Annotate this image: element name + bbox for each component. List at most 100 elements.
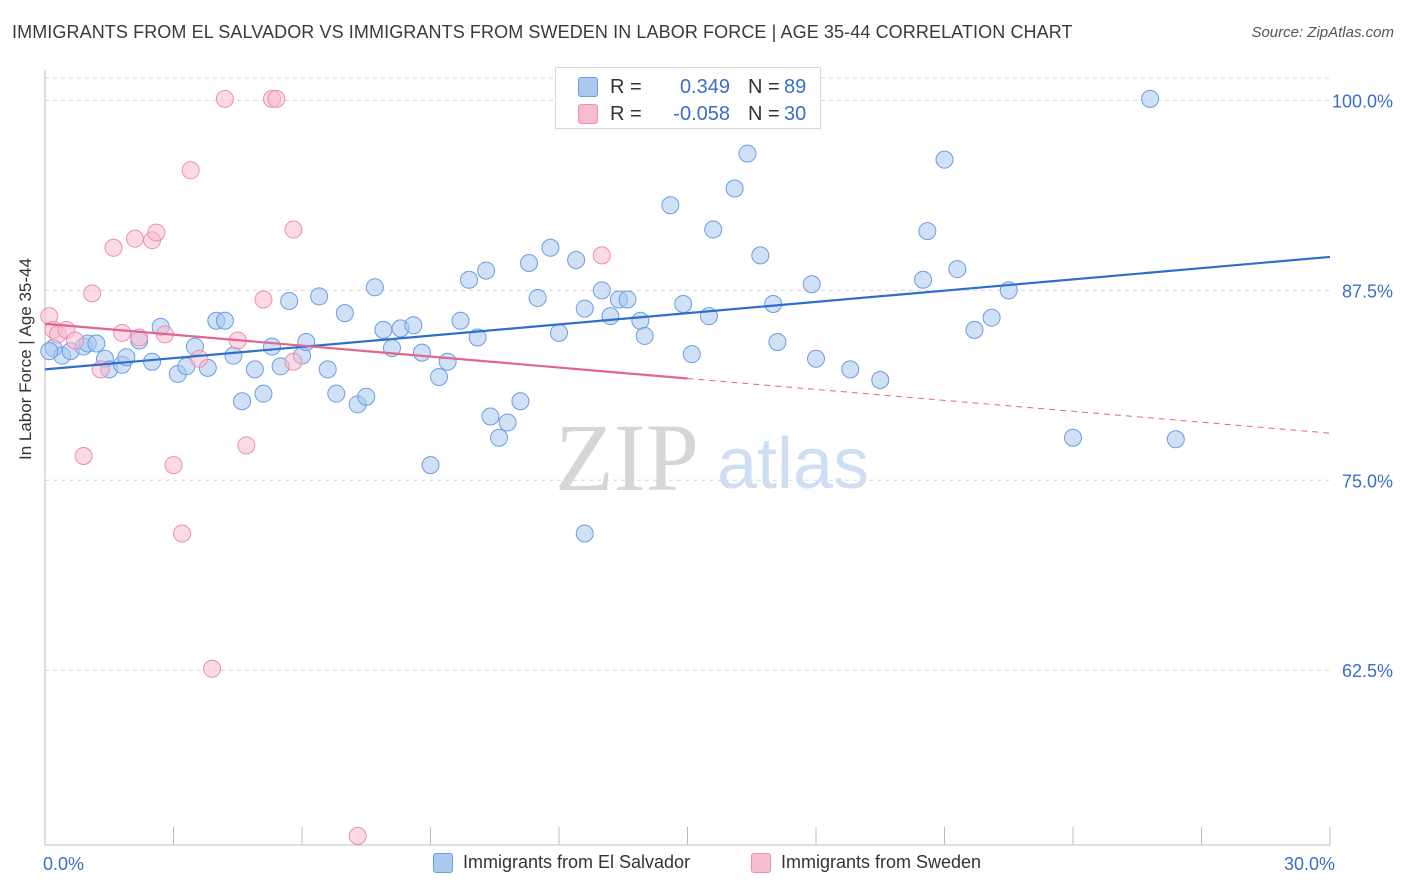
y-tick-label: 62.5% [1342, 661, 1393, 681]
point-sweden [173, 524, 192, 543]
point-el-salvador [601, 307, 620, 326]
series-legend-sweden: Immigrants from Sweden [751, 852, 981, 873]
point-el-salvador [374, 320, 393, 339]
point-el-salvador [725, 179, 744, 198]
point-sweden [104, 238, 123, 257]
point-el-salvador [143, 352, 162, 371]
point-el-salvador [233, 392, 252, 411]
point-el-salvador [263, 337, 282, 356]
legend-n-value: 30 [784, 102, 807, 125]
legend-swatch-pink [578, 104, 598, 124]
watermark-zip: ZIP [555, 404, 699, 511]
point-el-salvador [490, 428, 509, 447]
point-sweden [592, 246, 611, 265]
point-el-salvador [215, 311, 234, 330]
point-el-salvador [1064, 428, 1082, 447]
series-name-el-salvador: Immigrants from El Salvador [463, 852, 691, 872]
tick-labels: 62.5% 75.0% 87.5% 100.0% 0.0% 30.0% [43, 91, 1393, 874]
point-el-salvador [224, 346, 243, 365]
point-el-salvador [430, 367, 449, 386]
trend-lines [44, 255, 1331, 434]
point-el-salvador [935, 150, 954, 169]
series-swatch-blue [433, 852, 453, 873]
series-name-sweden: Immigrants from Sweden [781, 852, 982, 872]
point-el-salvador [802, 275, 821, 294]
series-swatch-pink [751, 852, 771, 873]
point-sweden [181, 161, 200, 180]
point-el-salvador [318, 360, 337, 379]
point-el-salvador [481, 407, 500, 426]
point-el-salvador [914, 270, 933, 289]
point-el-salvador [592, 281, 611, 300]
point-el-salvador [871, 371, 890, 389]
point-el-salvador [618, 290, 637, 309]
point-el-salvador [982, 308, 1001, 327]
point-el-salvador [768, 333, 787, 352]
point-el-salvador [460, 270, 479, 289]
point-sweden [164, 456, 183, 475]
legend-n-label: N = [748, 102, 780, 125]
point-el-salvador [498, 413, 517, 432]
point-sweden [190, 349, 209, 368]
point-el-salvador [421, 456, 440, 475]
point-el-salvador [520, 253, 539, 272]
point-el-salvador [575, 524, 594, 543]
point-el-salvador [635, 326, 654, 345]
point-el-salvador [451, 311, 470, 330]
grid-lines [45, 77, 1330, 671]
point-el-salvador [567, 250, 586, 269]
point-el-salvador [841, 360, 860, 379]
point-el-salvador [310, 287, 329, 306]
point-el-salvador [948, 260, 967, 279]
point-el-salvador [327, 384, 346, 403]
point-el-salvador [412, 343, 431, 362]
source-credit: Source: ZipAtlas.com [1251, 24, 1394, 41]
legend-n-value: 89 [784, 75, 807, 98]
legend-n-label: N = [748, 75, 780, 98]
legend-row-sweden: R = -0.058 N = 30 [578, 102, 806, 126]
point-sweden [113, 323, 132, 342]
point-el-salvador [468, 328, 487, 347]
chart-title: IMMIGRANTS FROM EL SALVADOR VS IMMIGRANT… [12, 22, 1073, 42]
trend-line-sweden [44, 322, 688, 380]
point-el-salvador [254, 384, 273, 403]
point-el-salvador [661, 196, 680, 215]
point-sweden [215, 89, 234, 108]
x-tick-label: 0.0% [43, 854, 84, 874]
y-tick-label: 100.0% [1332, 91, 1393, 111]
legend-r-value: 0.349 [679, 75, 730, 98]
point-sweden [237, 436, 256, 455]
point-el-salvador [357, 387, 376, 406]
point-el-salvador [738, 144, 757, 163]
point-sweden [267, 89, 286, 108]
watermark-atlas: atlas [717, 424, 869, 504]
point-sweden [83, 284, 102, 303]
point-sweden [74, 446, 93, 465]
point-el-salvador [1141, 89, 1160, 108]
point-sweden [254, 290, 273, 309]
point-el-salvador [365, 278, 384, 297]
point-el-salvador [807, 349, 825, 368]
y-tick-label: 75.0% [1342, 471, 1393, 491]
point-el-salvador [918, 222, 937, 241]
data-points [40, 89, 1185, 845]
legend-r-label: R = [610, 102, 642, 125]
legend-swatch-blue [578, 77, 598, 97]
point-sweden [348, 826, 367, 845]
point-el-salvador [550, 323, 568, 342]
point-el-salvador [674, 295, 693, 314]
point-sweden [125, 229, 144, 248]
axes [44, 70, 1331, 846]
point-el-salvador [245, 360, 264, 379]
correlation-legend: R = 0.349 N = 89 R = -0.058 N = 30 [555, 67, 821, 129]
point-el-salvador [335, 304, 354, 323]
point-el-salvador [477, 261, 496, 280]
x-tick-label: 30.0% [1284, 854, 1335, 874]
legend-r-value: -0.058 [673, 102, 730, 125]
point-el-salvador [511, 392, 530, 411]
point-el-salvador [682, 345, 701, 364]
point-el-salvador [438, 352, 457, 371]
point-el-salvador [280, 291, 299, 310]
point-el-salvador [1166, 430, 1185, 449]
